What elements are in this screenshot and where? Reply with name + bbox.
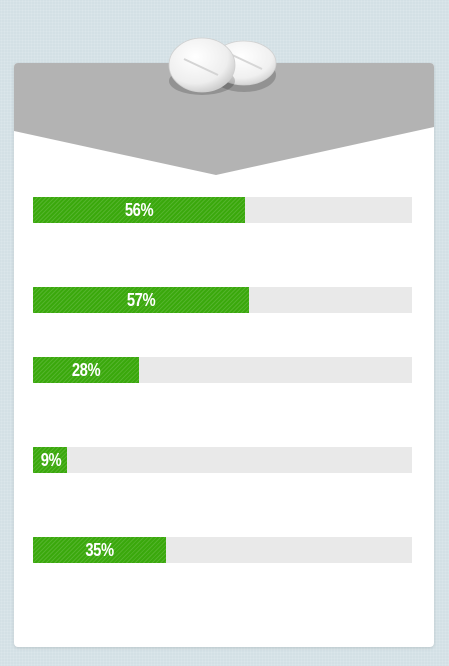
card-header-banner [14, 63, 434, 175]
chart-card [14, 63, 434, 647]
pills-icon [168, 37, 277, 95]
